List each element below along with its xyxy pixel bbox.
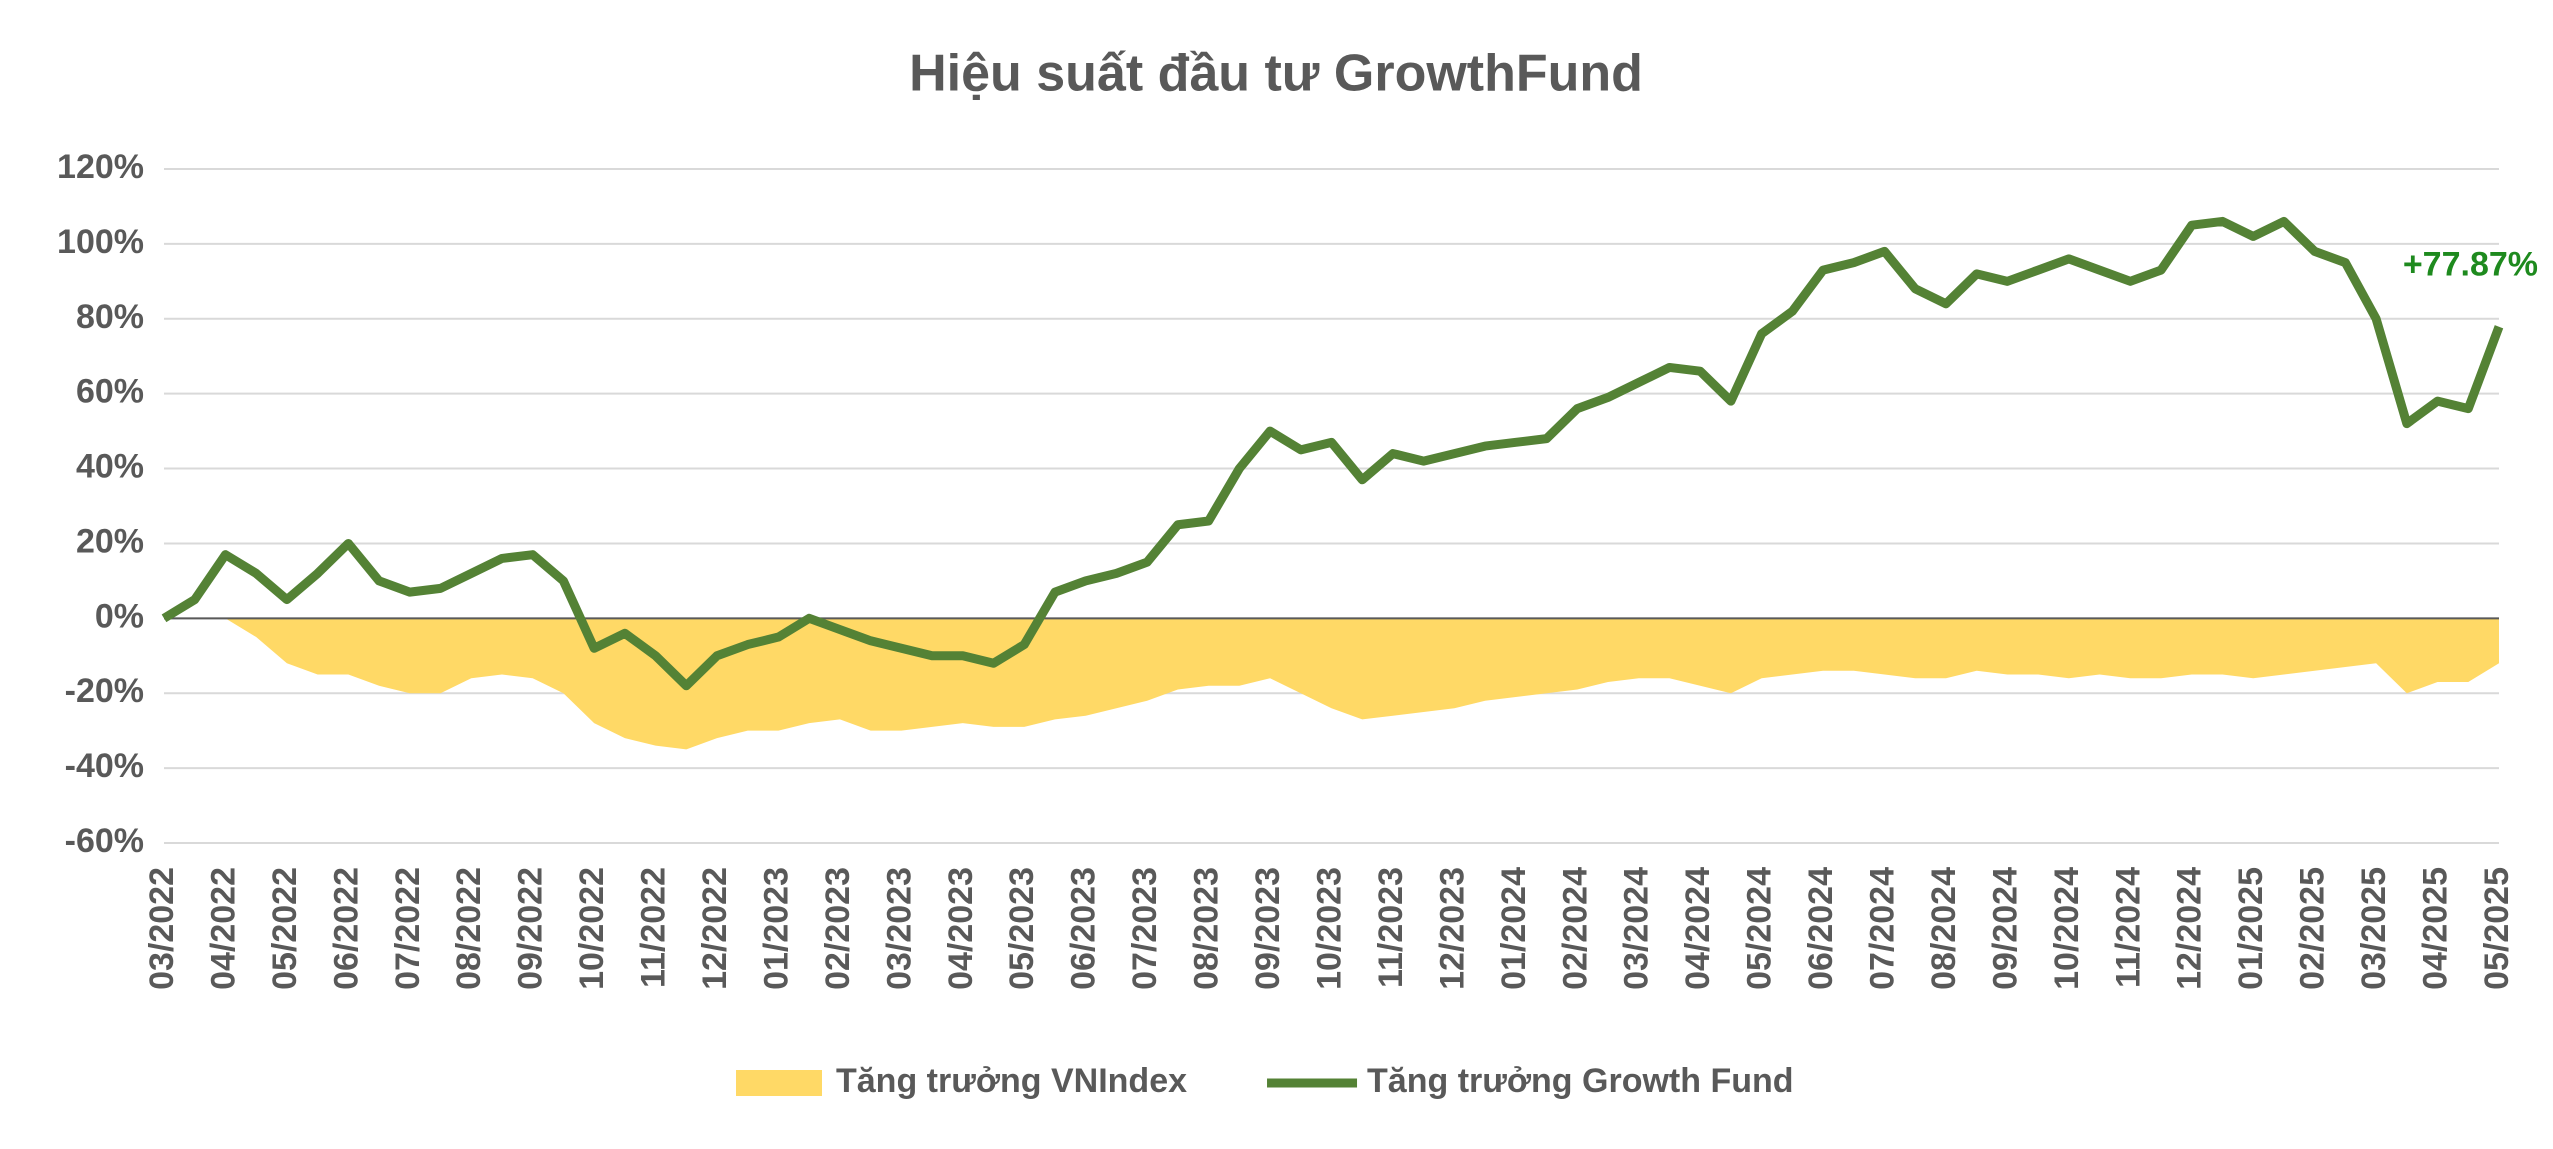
x-tick-label: 05/2025: [2478, 867, 2516, 990]
x-tick-label: 06/2023: [1065, 867, 1103, 990]
x-tick-label: 07/2024: [1864, 867, 1902, 990]
x-tick-label: 08/2022: [450, 867, 488, 990]
x-tick-label: 02/2023: [819, 867, 857, 990]
x-tick-label: 03/2024: [1618, 867, 1656, 990]
legend-label: Tăng trưởng Growth Fund: [1367, 1062, 1794, 1100]
y-tick-label: 60%: [76, 373, 144, 411]
x-tick-label: 01/2024: [1495, 867, 1533, 990]
y-tick-label: 120%: [57, 148, 144, 186]
area: [164, 618, 2499, 750]
y-tick-label: -40%: [65, 747, 144, 785]
y-tick-label: 100%: [57, 223, 144, 261]
x-tick-label: 10/2024: [2048, 867, 2086, 990]
x-tick-label: 04/2024: [1679, 867, 1717, 990]
x-tick-label: 09/2023: [1249, 867, 1287, 990]
x-tick-label: 12/2024: [2171, 867, 2209, 990]
x-tick-label: 12/2022: [696, 867, 734, 990]
x-tick-label: 03/2023: [880, 867, 918, 990]
x-tick-label: 09/2024: [1986, 867, 2024, 990]
x-tick-label: 10/2023: [1310, 867, 1348, 990]
x-tick-label: 05/2023: [1003, 867, 1041, 990]
x-tick-label: 11/2024: [2109, 867, 2147, 988]
x-tick-label: 11/2023: [1372, 867, 1410, 988]
annotation: +77.87%: [2403, 246, 2538, 284]
x-tick-label: 04/2023: [942, 867, 980, 990]
x-tick-label: 02/2025: [2294, 867, 2332, 990]
x-tick-label: 02/2024: [1556, 867, 1594, 990]
x-tick-label: 05/2024: [1741, 867, 1779, 990]
x-tick-label: 05/2022: [266, 867, 304, 990]
x-tick-label: 11/2022: [635, 867, 673, 988]
x-tick-label: 06/2024: [1802, 867, 1840, 990]
x-tick-label: 01/2025: [2232, 867, 2270, 990]
legend-label: Tăng trưởng VNIndex: [836, 1062, 1187, 1100]
line: [161, 216, 2504, 691]
x-tick-label: 08/2024: [1925, 867, 1963, 990]
x-tick-label: 03/2022: [143, 867, 181, 990]
x-tick-label: 04/2025: [2417, 867, 2455, 990]
y-tick-label: -20%: [65, 672, 144, 710]
y-tick-label: 0%: [95, 597, 144, 635]
chart-title: Hiệu suất đầu tư GrowthFund: [909, 45, 1643, 103]
x-tick-label: 01/2023: [757, 867, 795, 990]
y-tick-label: -60%: [65, 822, 144, 860]
x-tick-label: 04/2022: [204, 867, 242, 990]
y-tick-label: 80%: [76, 298, 144, 336]
x-tick-label: 06/2022: [327, 867, 365, 990]
y-tick-label: 20%: [76, 522, 144, 560]
x-tick-label: 12/2023: [1433, 867, 1471, 990]
x-tick-label: 07/2022: [389, 867, 427, 990]
x-tick-label: 08/2023: [1188, 867, 1226, 990]
legend-swatch: [736, 1070, 822, 1096]
x-tick-label: 09/2022: [512, 867, 550, 990]
x-tick-label: 10/2022: [573, 867, 611, 990]
y-tick-label: 40%: [76, 448, 144, 486]
x-tick-label: 07/2023: [1126, 867, 1164, 990]
x-tick-label: 03/2025: [2355, 867, 2393, 990]
